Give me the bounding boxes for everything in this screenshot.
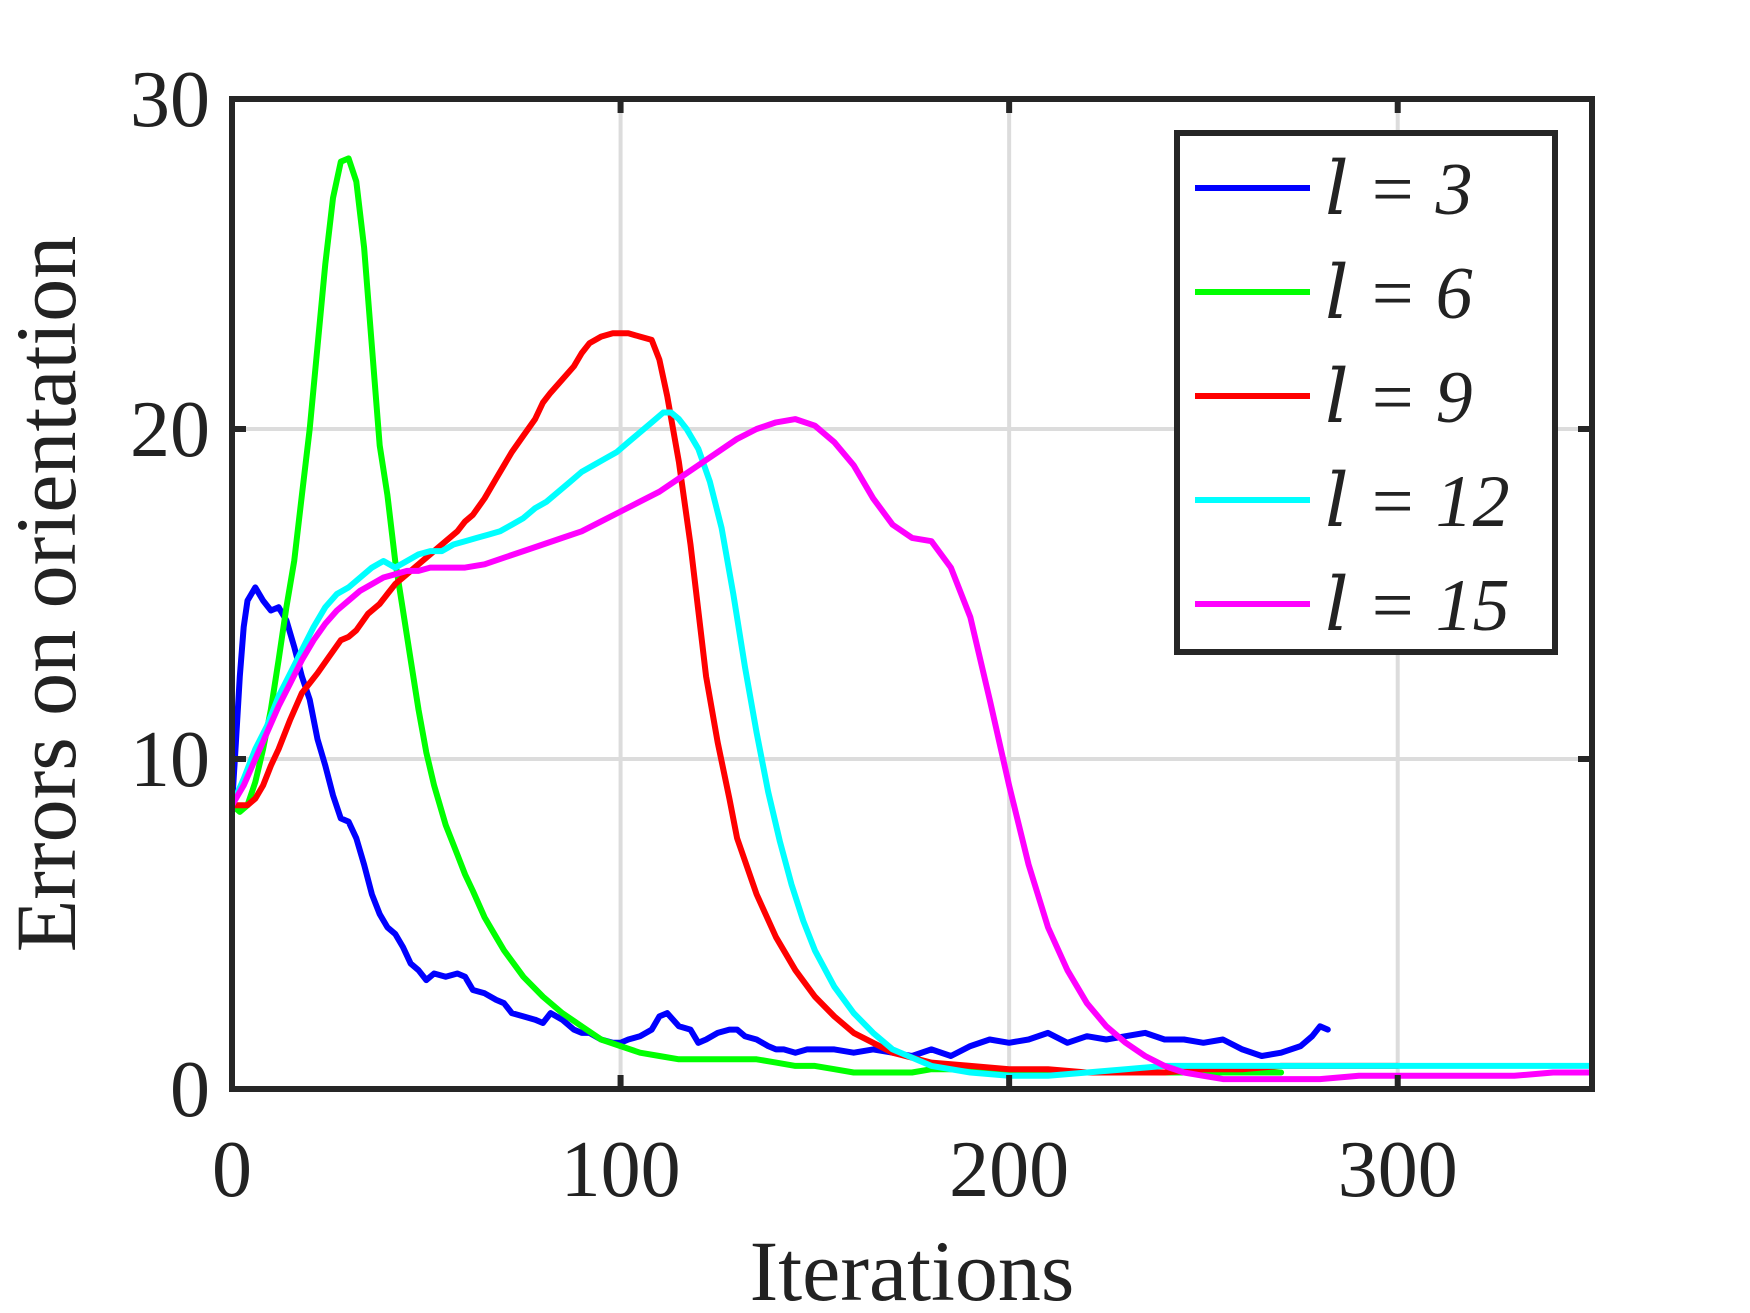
series-line-2: [229, 155, 1285, 1076]
y-tick-label-30: 30: [130, 56, 210, 144]
legend-label-1: 𝑙 = 3: [1325, 149, 1473, 231]
tick-labels: 0 100 200 300 0 10 20 30: [130, 56, 1458, 1214]
y-tick-label-20: 20: [130, 386, 210, 474]
legend-label-4: 𝑙 = 12: [1325, 461, 1510, 543]
y-tick-label-0: 0: [170, 1046, 210, 1134]
legend-box: [1174, 130, 1558, 655]
series-group: [229, 155, 1595, 1083]
x-axis-label: Iterations: [750, 1223, 1075, 1313]
legend-label-5: 𝑙 = 15: [1325, 565, 1510, 647]
axes: [229, 96, 1595, 1092]
x-tick-label-300: 300: [1338, 1126, 1458, 1214]
legend: 𝑙 = 3 𝑙 = 6 𝑙 = 9 𝑙 = 12 𝑙 = 15: [1174, 130, 1558, 655]
legend-label-2: 𝑙 = 6: [1325, 253, 1473, 335]
series-line-4: [229, 409, 1595, 1079]
series-line-5: [229, 416, 1595, 1083]
x-tick-label-0: 0: [212, 1126, 252, 1214]
y-axis-label: Errors on orientation: [0, 236, 94, 952]
axes-frame: [229, 96, 1595, 1092]
y-tick-label-10: 10: [130, 716, 210, 804]
x-tick-label-100: 100: [561, 1126, 681, 1214]
legend-label-3: 𝑙 = 9: [1325, 357, 1473, 439]
x-tick-label-200: 200: [949, 1126, 1069, 1214]
